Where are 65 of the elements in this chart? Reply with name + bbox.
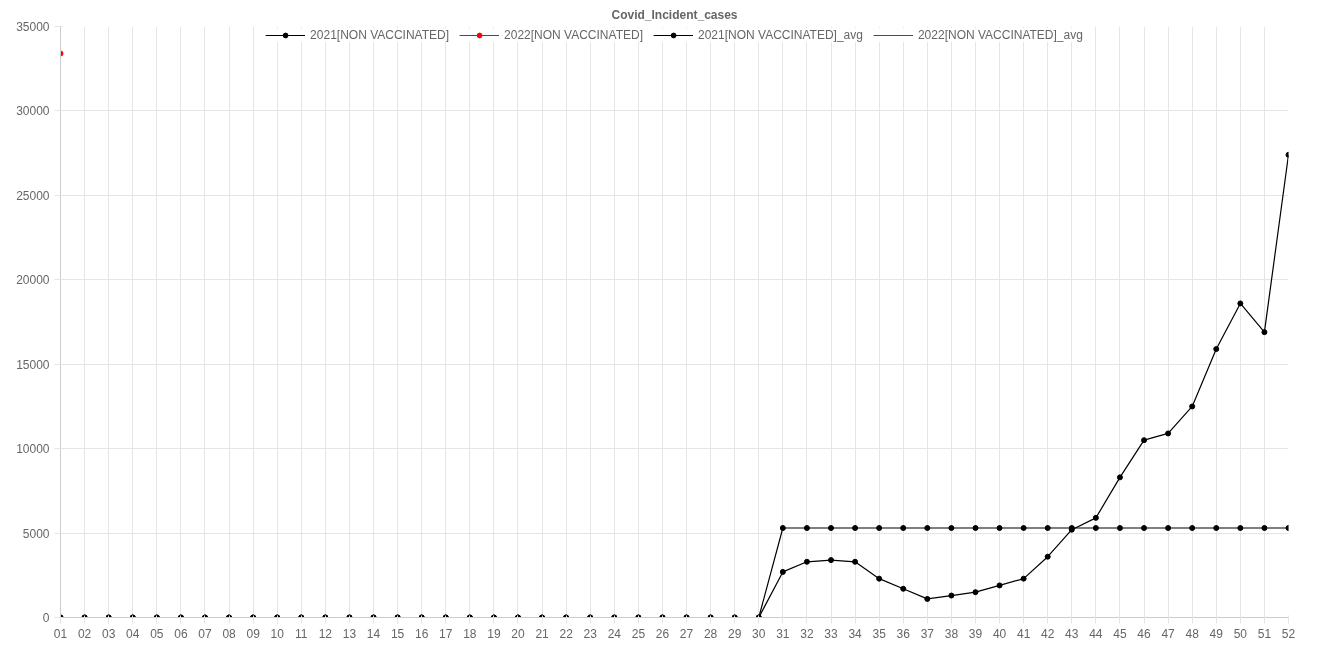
- x-tick-label: 36: [896, 626, 911, 641]
- y-tick-label: 0: [42, 611, 50, 625]
- x-tick-label: 20: [511, 626, 525, 641]
- x-tick-label: 40: [992, 626, 1007, 641]
- legend-label: 2021[NON VACCINATED]: [310, 28, 450, 42]
- x-tick-label: 13: [342, 626, 357, 641]
- x-tick-label: 47: [1161, 626, 1176, 641]
- x-tick-label: 35: [872, 626, 887, 641]
- x-tick-label: 31: [776, 626, 790, 641]
- legend-label: 2022[NON VACCINATED]: [504, 28, 643, 42]
- x-tick-label: 30: [752, 626, 766, 641]
- x-tick-label: 38: [944, 626, 959, 641]
- x-tick-label: 19: [487, 626, 501, 641]
- x-tick-label: 12: [318, 626, 333, 641]
- y-tick-label: 15000: [16, 357, 50, 372]
- legend-label: 2022[NON VACCINATED]_avg: [917, 28, 1083, 42]
- x-tick-label: 11: [295, 626, 308, 641]
- x-tick-label: 25: [631, 626, 646, 641]
- x-tick-label: 08: [222, 626, 237, 641]
- x-tick-label: 37: [920, 626, 935, 641]
- legend-label: 2021[NON VACCINATED]_avg: [697, 28, 863, 42]
- x-tick-label: 06: [174, 626, 188, 641]
- y-tick-label: 10000: [16, 442, 50, 457]
- x-tick-label: 34: [848, 626, 863, 641]
- x-tick-label: 23: [583, 626, 598, 641]
- y-tick-label: 20000: [16, 273, 50, 288]
- x-tick-label: 50: [1233, 626, 1248, 641]
- x-tick-label: 09: [246, 626, 261, 641]
- x-tick-label: 51: [1257, 626, 1272, 641]
- y-tick-label: 35000: [16, 20, 50, 34]
- x-tick-label: 44: [1089, 626, 1103, 641]
- y-tick-label: 30000: [16, 104, 50, 119]
- chart-title: Covid_Incident_cases: [611, 7, 738, 22]
- x-tick-label: 52: [1281, 626, 1296, 641]
- x-tick-label: 41: [1016, 626, 1031, 641]
- x-tick-label: 14: [366, 626, 381, 641]
- x-tick-label: 48: [1185, 626, 1200, 641]
- y-tick-label: 25000: [16, 188, 50, 203]
- x-tick-label: 04: [126, 626, 140, 641]
- x-tick-label: 28: [703, 626, 718, 641]
- x-tick-label: 46: [1137, 626, 1152, 641]
- x-tick-label: 16: [415, 626, 429, 641]
- x-tick-label: 29: [728, 626, 742, 641]
- x-tick-label: 17: [439, 626, 453, 641]
- x-tick-label: 02: [77, 626, 92, 641]
- x-tick-label: 05: [150, 626, 164, 641]
- x-tick-label: 39: [968, 626, 983, 641]
- x-tick-label: 22: [559, 626, 574, 641]
- x-tick-label: 07: [198, 626, 212, 641]
- x-tick-label: 01: [53, 626, 68, 641]
- x-tick-label: 33: [824, 626, 839, 641]
- x-tick-label: 49: [1209, 626, 1224, 641]
- x-tick-label: 27: [679, 626, 694, 641]
- x-tick-label: 43: [1065, 626, 1079, 641]
- x-tick-label: 32: [800, 626, 814, 641]
- x-tick-label: 15: [390, 626, 405, 641]
- x-tick-label: 18: [463, 626, 477, 641]
- x-tick-label: 10: [270, 626, 285, 641]
- x-tick-label: 26: [655, 626, 670, 641]
- x-tick-label: 45: [1113, 626, 1127, 641]
- x-tick-label: 21: [535, 626, 550, 641]
- y-tick-label: 5000: [22, 526, 50, 541]
- x-tick-label: 42: [1041, 626, 1055, 641]
- x-tick-label: 03: [101, 626, 116, 641]
- x-tick-label: 24: [607, 626, 622, 641]
